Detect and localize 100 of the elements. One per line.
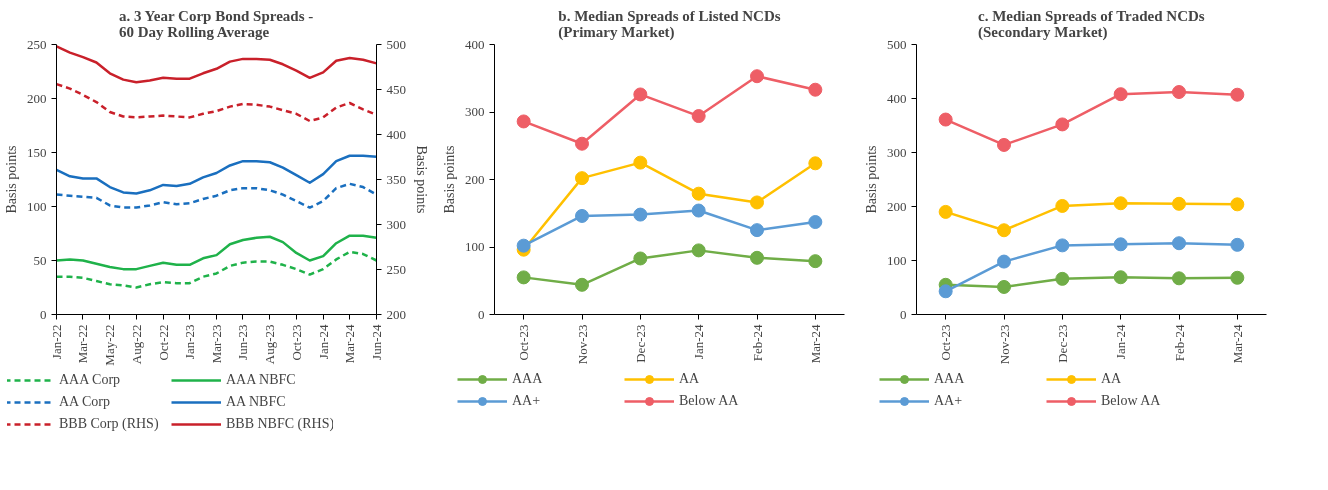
chart-title: a. 3 Year Corp Bond Spreads - 60 Day Rolling Average xyxy=(118,7,314,40)
y-tick-label: 200 xyxy=(27,90,47,106)
point xyxy=(938,112,953,127)
point xyxy=(1055,198,1070,213)
x-tick-label: Mar-23 xyxy=(209,324,224,364)
x-tick-label: Jan-22 xyxy=(49,324,64,360)
point xyxy=(516,114,531,129)
point xyxy=(575,171,589,186)
y-axis-title: Basis points xyxy=(4,145,19,214)
y2-tick-label: 200 xyxy=(386,306,406,322)
point xyxy=(997,254,1011,269)
point xyxy=(1230,237,1245,252)
x-tick-label: Mar-22 xyxy=(75,324,91,364)
y-tick-label: 0 xyxy=(478,306,485,322)
y-tick-label: 100 xyxy=(465,239,485,254)
y2-tick-label: 350 xyxy=(386,171,406,187)
point xyxy=(1230,87,1245,102)
point xyxy=(997,279,1011,294)
x-tick-label: Aug-22 xyxy=(128,324,144,365)
point xyxy=(691,203,706,218)
y-tick-label: 0 xyxy=(40,306,47,322)
point xyxy=(633,87,648,102)
chart-title: c. Median Spreads of Traded NCDs (Secondary Market) xyxy=(978,7,1205,41)
line-series xyxy=(56,250,377,289)
line-series xyxy=(56,45,377,84)
x-tick-label: Jan-24 xyxy=(315,324,331,360)
y-tick-label: 300 xyxy=(465,104,485,119)
y2-tick-label: 400 xyxy=(386,126,406,142)
y-tick-label: 500 xyxy=(887,36,907,52)
point xyxy=(997,137,1011,152)
y2-tick-label: 300 xyxy=(386,216,406,232)
point xyxy=(691,186,706,201)
y2-tick-label: 500 xyxy=(386,36,406,52)
x-tick-label: Oct-23 xyxy=(516,324,532,361)
y-tick-label: 400 xyxy=(887,90,907,106)
point xyxy=(633,155,648,170)
point xyxy=(516,238,531,253)
y-tick-label: 100 xyxy=(27,198,47,214)
legend-label: Below AA xyxy=(678,393,740,409)
y2-tick-label: 450 xyxy=(386,81,406,97)
point xyxy=(1172,271,1186,286)
x-tick-label: Aug-23 xyxy=(262,324,278,365)
point xyxy=(516,270,531,285)
point xyxy=(750,223,764,238)
x-tick-label: Feb-24 xyxy=(749,324,765,362)
point xyxy=(575,136,589,151)
y-tick-label: 100 xyxy=(887,252,907,268)
point xyxy=(1055,117,1070,132)
chart-title: b. Median Spreads of Listed NCDs (Primary Market) xyxy=(558,7,781,41)
y-tick-label: 200 xyxy=(887,198,907,214)
point xyxy=(808,156,823,171)
x-tick-label: Mar-24 xyxy=(342,324,358,364)
point xyxy=(750,69,764,84)
line-series xyxy=(56,154,377,195)
legend-label: AAA Corp xyxy=(58,372,122,388)
point xyxy=(1113,87,1128,102)
point xyxy=(750,250,764,265)
x-tick-label: Nov-23 xyxy=(996,324,1012,365)
y-axis-title: Basis points xyxy=(442,145,457,214)
legend-label: AAA xyxy=(511,371,544,387)
point xyxy=(633,251,648,266)
point xyxy=(750,195,764,210)
x-tick-label: Nov-23 xyxy=(574,324,590,365)
y-axis-title: Basis points xyxy=(864,145,879,214)
point xyxy=(808,254,823,269)
legend-label: AA+ xyxy=(933,393,964,409)
point xyxy=(1055,271,1070,286)
point xyxy=(1230,270,1245,285)
point xyxy=(938,284,953,299)
x-tick-label: Jun-23 xyxy=(235,324,251,360)
legend-label: AA xyxy=(678,371,701,387)
point xyxy=(1172,196,1186,211)
point xyxy=(1113,237,1128,252)
legend-label: BBB NBFC (RHS) xyxy=(225,416,335,432)
x-tick-label: Oct-23 xyxy=(288,324,304,361)
point xyxy=(691,109,706,124)
legend-label: AA NBFC xyxy=(225,394,287,410)
point xyxy=(1172,85,1186,100)
point xyxy=(691,243,706,258)
legend-label: BBB Corp (RHS) xyxy=(58,416,160,432)
y-tick-label: 0 xyxy=(900,306,907,322)
x-tick-label: Feb-24 xyxy=(1171,324,1187,362)
point xyxy=(938,204,953,219)
x-tick-label: Jun-24 xyxy=(369,324,384,360)
point xyxy=(1230,197,1245,212)
line-series xyxy=(56,182,377,209)
point xyxy=(1172,236,1186,251)
legend-label: AAA xyxy=(933,371,966,387)
legend-label: AAA NBFC xyxy=(225,372,297,388)
x-tick-label: Jan-24 xyxy=(691,324,707,360)
point xyxy=(997,223,1011,238)
y-tick-label: 250 xyxy=(27,36,47,52)
y-tick-label: 400 xyxy=(465,36,485,52)
legend-label: Below AA xyxy=(1100,393,1162,409)
point xyxy=(633,207,648,222)
x-tick-label: Oct-22 xyxy=(155,324,171,361)
x-tick-label: Mar-24 xyxy=(807,324,823,364)
point xyxy=(808,215,823,230)
legend-label: AA xyxy=(1100,371,1123,387)
point xyxy=(1113,196,1128,211)
